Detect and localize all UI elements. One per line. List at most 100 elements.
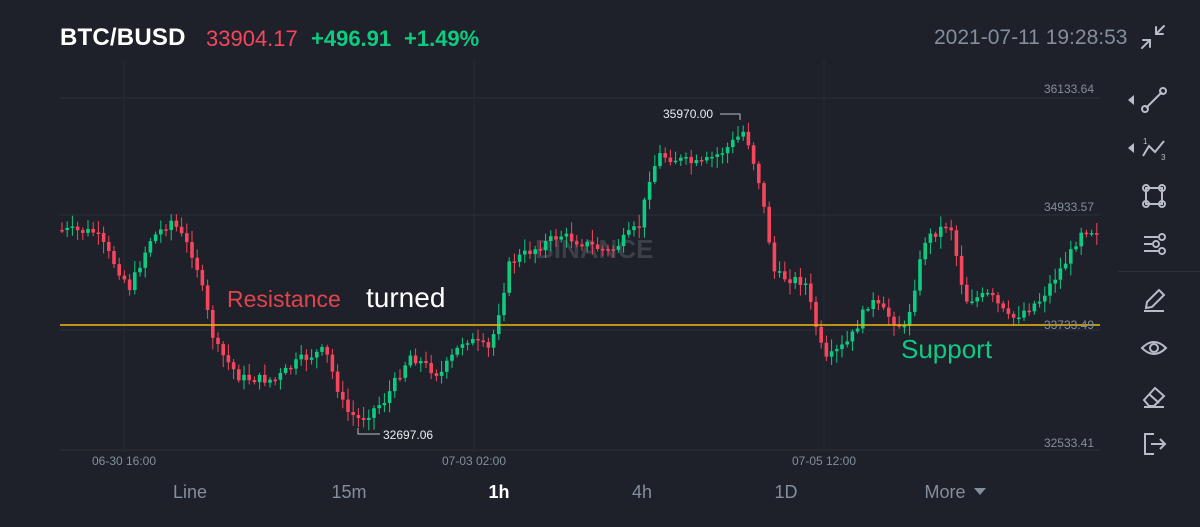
candle-body (445, 360, 449, 372)
candle-body (1074, 246, 1078, 250)
candle-body (1006, 308, 1011, 314)
watermark: BINANCE (535, 234, 653, 264)
price-change: +496.91 (311, 26, 392, 51)
candle-body (1022, 310, 1026, 318)
candle-body (679, 157, 683, 161)
candle-body (107, 241, 111, 251)
tab-15m[interactable]: 15m (331, 482, 367, 502)
candle-body (1084, 232, 1089, 235)
candle-body (809, 283, 813, 302)
candle-body (398, 377, 402, 380)
candle-body (148, 241, 153, 253)
candle-body (731, 139, 735, 148)
candle-body (205, 285, 210, 310)
candle-body (819, 326, 823, 343)
candle-body (476, 338, 480, 341)
candle-body (237, 369, 241, 381)
candle-body (840, 344, 844, 350)
candle-body (341, 391, 345, 400)
candle-body (939, 226, 943, 237)
candle-body (668, 157, 673, 163)
candle-body (538, 249, 543, 251)
candle-body (980, 293, 985, 298)
candle-body (991, 292, 995, 296)
candle-body (793, 277, 797, 284)
candle-body (803, 283, 808, 286)
candle-body (684, 157, 688, 159)
collapse-arrows-icon (1141, 25, 1165, 49)
candle-body (1095, 233, 1099, 235)
candle-body (335, 371, 340, 392)
candle-body (928, 233, 933, 243)
pen-tool[interactable] (1130, 280, 1174, 320)
candle-body (897, 325, 901, 327)
candle-body (283, 367, 288, 373)
low-marker: 32697.06 (357, 428, 433, 442)
candle-body (918, 259, 922, 291)
candle-body (289, 367, 293, 370)
candle-body (356, 415, 361, 419)
candle-body (642, 199, 647, 228)
exit-tool[interactable] (1130, 424, 1174, 464)
candle-body (996, 295, 1000, 304)
exit-fullscreen-button[interactable] (1138, 22, 1168, 52)
candle-body (1011, 313, 1016, 318)
candle-body (720, 153, 725, 155)
indicator-settings[interactable] (1130, 224, 1174, 264)
candle-body (372, 408, 376, 418)
candle-body (179, 226, 184, 234)
candle-body (216, 337, 220, 345)
candle-body (902, 325, 907, 328)
candle-body (164, 229, 168, 231)
caret-left-icon (1128, 143, 1134, 153)
annotation-support[interactable]: Support (901, 334, 993, 364)
tab-1h[interactable]: 1h (488, 482, 510, 502)
candle-body (1048, 283, 1052, 296)
candle-body (429, 362, 433, 374)
last-price: 33904.17 (206, 26, 298, 51)
trend-line-tool[interactable] (1128, 80, 1174, 120)
candle-body (465, 343, 470, 345)
candles (60, 122, 1099, 431)
annotation-resistance[interactable]: Resistance (227, 286, 341, 312)
candle-body (653, 166, 657, 182)
candle-body (637, 226, 641, 228)
candle-body (403, 365, 407, 378)
candle-body (757, 163, 761, 184)
visibility-toggle[interactable] (1130, 328, 1174, 368)
candle-body (585, 241, 589, 247)
candle-body (471, 338, 475, 344)
candle-body (923, 242, 927, 260)
fibonacci-tool[interactable]: 1 3 (1128, 128, 1174, 168)
eye-icon (1140, 341, 1168, 355)
drawing-toolbar: 1 3 (1118, 80, 1200, 470)
price-change-percent: +1.49% (404, 26, 480, 51)
shapes-tool[interactable] (1130, 176, 1174, 216)
candle-body (122, 275, 127, 280)
candle-body (606, 249, 610, 251)
candle-body (762, 183, 766, 207)
candle-body (133, 272, 137, 291)
eraser-tool[interactable] (1130, 376, 1174, 416)
time-label-3: 07-05 12:00 (792, 454, 856, 468)
candle-body (965, 284, 969, 302)
tab-line[interactable]: Line (172, 482, 208, 502)
candle-body (814, 301, 818, 327)
candle-body (1001, 303, 1005, 309)
candle-body (221, 344, 225, 356)
tab-more[interactable]: More (910, 482, 1000, 503)
candle-body (169, 220, 173, 231)
candle-body (871, 300, 875, 309)
candle-body (346, 399, 350, 412)
square-nodes-icon (1142, 184, 1166, 208)
high-value: 35970.00 (663, 107, 713, 121)
candle-body (559, 236, 563, 240)
tab-1d[interactable]: 1D (774, 482, 798, 502)
candle-body (694, 159, 699, 164)
candle-body (86, 228, 90, 233)
tab-4h[interactable]: 4h (631, 482, 653, 502)
annotation-turned[interactable]: turned (366, 282, 446, 313)
candle-body (320, 347, 324, 352)
pair-symbol[interactable]: BTC/BUSD (60, 24, 186, 51)
